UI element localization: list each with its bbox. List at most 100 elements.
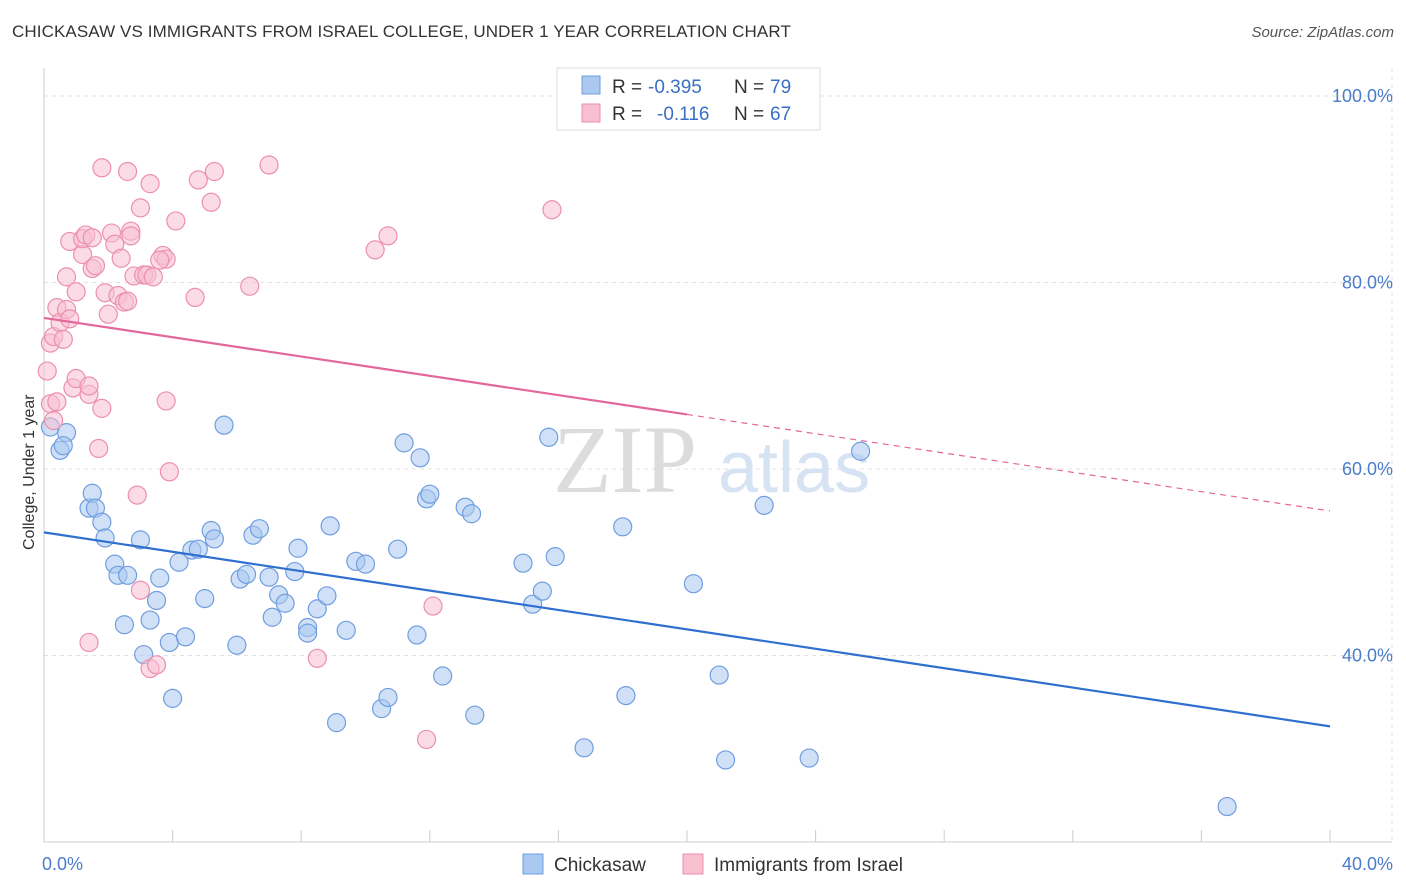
point-chickasaw — [249, 519, 270, 539]
point-chickasaw — [236, 564, 257, 584]
point-israel — [423, 596, 443, 616]
point-chickasaw — [259, 567, 279, 587]
point-israel — [378, 226, 398, 246]
point-israel — [416, 729, 437, 750]
point-chickasaw — [298, 623, 318, 643]
point-chickasaw — [114, 615, 134, 635]
point-chickasaw — [683, 574, 704, 594]
point-chickasaw — [92, 512, 112, 532]
point-israel — [47, 392, 67, 412]
watermark: ZIP atlas — [553, 406, 870, 513]
point-chickasaw — [326, 713, 347, 733]
point-chickasaw — [465, 705, 485, 725]
axes — [43, 68, 1392, 843]
point-chickasaw — [1217, 796, 1237, 817]
point-israel — [146, 655, 167, 675]
watermark-atlas: atlas — [718, 428, 870, 508]
point-chickasaw — [320, 516, 340, 536]
point-israel — [156, 391, 176, 411]
point-chickasaw — [539, 427, 559, 447]
point-chickasaw — [204, 529, 224, 549]
point-chickasaw — [388, 539, 408, 559]
point-israel — [259, 155, 279, 175]
legend-swatch-chickasaw — [581, 75, 601, 95]
point-chickasaw — [461, 504, 482, 524]
point-chickasaw — [378, 687, 398, 708]
point-chickasaw — [159, 632, 179, 653]
point-israel — [365, 240, 385, 260]
point-chickasaw — [420, 484, 440, 504]
legend-r-label-0: R = — [612, 77, 642, 98]
point-chickasaw — [410, 448, 430, 468]
point-israel — [111, 248, 131, 268]
chart-title: CHICKASAW VS IMMIGRANTS FROM ISRAEL COLL… — [12, 22, 791, 41]
point-chickasaw — [214, 415, 234, 435]
point-chickasaw — [616, 685, 636, 706]
point-chickasaw — [195, 589, 215, 609]
point-israel — [44, 410, 64, 431]
point-chickasaw — [188, 539, 208, 559]
point-chickasaw — [407, 625, 427, 645]
point-israel — [140, 174, 160, 194]
point-chickasaw — [227, 635, 247, 655]
series-legend: Chickasaw Immigrants from Israel — [522, 853, 903, 876]
point-chickasaw — [513, 553, 533, 573]
point-chickasaw — [117, 565, 138, 585]
point-chickasaw — [175, 627, 196, 647]
point-israel — [98, 304, 118, 324]
stats-legend: R = -0.395 N = 79 R = -0.116 N = 67 — [556, 67, 821, 131]
legend-r-value-1: -0.116 — [657, 104, 709, 125]
point-israel — [188, 170, 208, 190]
point-israel — [159, 462, 179, 482]
point-chickasaw — [336, 620, 356, 640]
point-israel — [166, 211, 186, 231]
tick-labels: 100.0% 80.0% 60.0% 40.0% 0.0% 40.0% — [42, 86, 1393, 874]
trend-line-chickasaw — [43, 531, 1331, 728]
point-chickasaw — [532, 581, 552, 601]
point-chickasaw — [307, 599, 327, 619]
point-israel — [53, 329, 73, 349]
point-israel — [89, 438, 109, 459]
point-chickasaw — [262, 607, 282, 627]
point-israel — [240, 276, 260, 296]
legend-r-value-0: -0.395 — [648, 77, 702, 98]
point-chickasaw — [355, 554, 376, 574]
point-chickasaw — [317, 586, 337, 606]
point-chickasaw — [53, 436, 73, 456]
trend-line-israel-extrapolated — [686, 413, 1331, 512]
series-legend-swatch-israel — [682, 853, 704, 875]
legend-n-value-1: 67 — [770, 104, 791, 125]
y-axis-label: College, Under 1 year — [21, 394, 38, 550]
x-tick-label: 0.0% — [42, 854, 83, 874]
point-chickasaw — [95, 528, 115, 548]
series-legend-label-israel: Immigrants from Israel — [714, 855, 903, 876]
point-israel — [185, 287, 205, 308]
point-israel — [130, 198, 151, 218]
point-israel — [204, 161, 224, 182]
legend-n-label-1: N = — [734, 104, 764, 125]
point-chickasaw — [288, 538, 308, 558]
trend-line-israel — [43, 316, 688, 416]
legend-n-value-0: 79 — [770, 77, 791, 98]
point-israel — [201, 192, 221, 212]
point-chickasaw — [433, 666, 453, 686]
data-points — [37, 155, 1237, 817]
y-tick-label: 60.0% — [1342, 459, 1393, 479]
point-israel — [37, 361, 57, 381]
series-legend-label-chickasaw: Chickasaw — [554, 855, 646, 876]
point-chickasaw — [150, 568, 170, 588]
y-tick-label: 40.0% — [1342, 645, 1393, 665]
y-tick-label: 80.0% — [1342, 272, 1393, 292]
point-israel — [307, 648, 327, 668]
point-israel — [60, 309, 80, 329]
trend-lines — [43, 316, 1331, 728]
point-chickasaw — [130, 530, 151, 550]
point-israel — [92, 158, 112, 178]
point-chickasaw — [394, 433, 414, 453]
point-israel — [117, 291, 138, 311]
point-israel — [85, 256, 106, 276]
point-israel — [121, 226, 141, 246]
point-chickasaw — [754, 495, 774, 515]
point-israel — [542, 200, 562, 220]
